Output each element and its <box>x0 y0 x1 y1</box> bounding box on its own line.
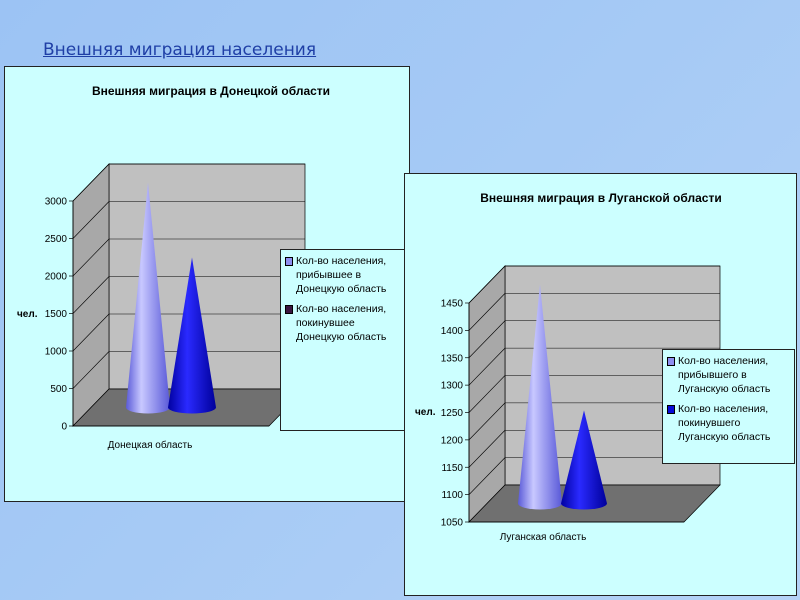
y-tick-label: 2000 <box>45 272 68 283</box>
y-tick-label: 1250 <box>441 408 464 419</box>
y-tick-label: 1400 <box>441 326 464 337</box>
chart-title: Внешняя миграция в Луганской области <box>480 191 721 205</box>
y-tick-label: 1000 <box>45 347 68 358</box>
y-axis-label: чел. <box>415 407 436 418</box>
cone-body <box>518 284 562 510</box>
category-label: Луганская область <box>500 531 587 543</box>
y-tick-label: 1350 <box>441 353 464 364</box>
chart-donetsk-svg: Внешняя миграция в Донецкой области чел.… <box>17 84 330 451</box>
gridline-side <box>468 265 506 304</box>
y-tick-label: 3000 <box>45 197 68 208</box>
legend-item-left: Кол-во населения, покинувшее Донецкую об… <box>285 302 405 344</box>
gridline-side <box>468 402 506 441</box>
gridline-side <box>72 351 110 389</box>
legend-swatch-arrived <box>285 257 293 266</box>
y-tick-label: 1200 <box>441 435 464 446</box>
chart-panel-donetsk: Внешняя миграция в Донецкой области чел.… <box>4 66 410 502</box>
gridline-side <box>468 320 506 358</box>
cone-left <box>561 410 607 510</box>
cone-arrived <box>126 182 170 414</box>
legend-label-left: Кол-во населения, покинувшее Донецкую об… <box>296 303 387 343</box>
y-tick-label: 1300 <box>441 381 464 392</box>
gridline-side <box>72 276 110 314</box>
y-tick-label: 2500 <box>45 234 68 245</box>
gridline-side <box>468 375 506 413</box>
legend-label-arrived: Кол-во населения, прибывшее в Донецкую о… <box>296 255 387 295</box>
category-label: Донецкая область <box>108 439 193 451</box>
y-tick-label: 1450 <box>441 299 464 310</box>
chart-panel-lugansk: Внешняя миграция в Луганской области чел… <box>404 173 797 596</box>
legend-label-arrived: Кол-во населения, прибывшего в Луганскую… <box>678 355 771 395</box>
cone-left <box>168 257 216 414</box>
legend-swatch-left <box>285 305 293 314</box>
y-tick-label: 1050 <box>441 518 464 529</box>
gridline-side <box>72 313 110 352</box>
y-tick-label: 1500 <box>45 309 68 320</box>
gridline-side <box>468 347 506 386</box>
gridline-side <box>468 293 506 331</box>
legend-donetsk: Кол-во населения, прибывшее в Донецкую о… <box>280 249 410 431</box>
y-tick-label: 0 <box>61 422 67 433</box>
legend-item-arrived: Кол-во населения, прибывшее в Донецкую о… <box>285 254 405 296</box>
y-axis-label: чел. <box>17 309 38 320</box>
y-tick-label: 1100 <box>441 490 463 501</box>
legend-item-left: Кол-во населения, покинувшего Луганскую … <box>667 402 790 444</box>
slide-title[interactable]: Внешняя миграция населения <box>43 40 317 60</box>
legend-lugansk: Кол-во населения, прибывшего в Луганскую… <box>662 349 795 464</box>
gridline-side <box>468 430 506 468</box>
cone-body <box>561 410 607 510</box>
legend-item-arrived: Кол-во населения, прибывшего в Луганскую… <box>667 354 790 396</box>
gridline-side <box>72 163 110 202</box>
gridline-side <box>468 457 506 495</box>
cone-body <box>126 182 170 414</box>
legend-swatch-left <box>667 405 675 414</box>
cone-arrived <box>518 284 562 510</box>
legend-label-left: Кол-во населения, покинувшего Луганскую … <box>678 403 771 443</box>
legend-swatch-arrived <box>667 357 675 366</box>
gridline-side <box>72 238 110 277</box>
cone-body <box>168 257 216 414</box>
chart-title: Внешняя миграция в Донецкой области <box>92 84 330 98</box>
gridline-side <box>72 201 110 239</box>
y-tick-label: 500 <box>50 384 67 395</box>
y-tick-label: 1150 <box>441 463 463 474</box>
